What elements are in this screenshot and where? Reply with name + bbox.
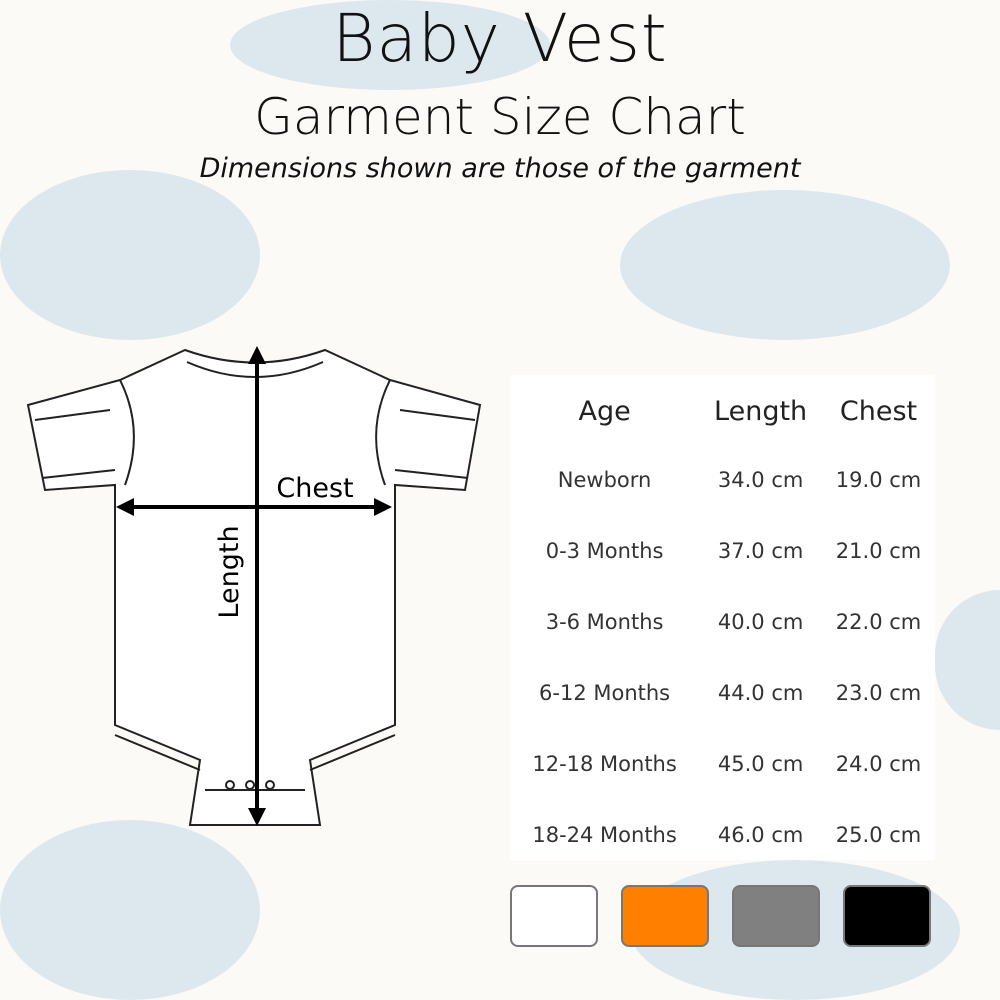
- chest-cell: 21.0 cm: [835, 538, 922, 563]
- chest-cell: 19.0 cm: [835, 467, 922, 492]
- length-cell: 44.0 cm: [717, 680, 804, 705]
- length-cell: 40.0 cm: [717, 609, 804, 634]
- size-table-panel: [510, 375, 935, 860]
- color-swatch-white[interactable]: [510, 885, 598, 947]
- length-cell: 45.0 cm: [717, 751, 804, 776]
- chest-cell: 25.0 cm: [835, 822, 922, 847]
- header-chest: Chest: [839, 395, 918, 427]
- age-cell: 0-3 Months: [545, 538, 664, 563]
- color-swatch-black[interactable]: [843, 885, 931, 947]
- cloud-decoration: [0, 820, 260, 1000]
- size-table: Age Length Chest Newborn 34.0 cm 19.0 cm 0-…: [510, 378, 935, 870]
- age-cell: Newborn: [557, 467, 652, 492]
- length-cell: 37.0 cm: [717, 538, 804, 563]
- color-swatch-grey[interactable]: [732, 885, 820, 947]
- length-cell: 34.0 cm: [717, 467, 804, 492]
- header-age: Age: [578, 395, 631, 427]
- page-title: Baby Vest: [332, 0, 668, 77]
- chest-cell: 22.0 cm: [835, 609, 922, 634]
- age-cell: 6-12 Months: [539, 680, 671, 705]
- table-row: 12-18 Months 45.0 cm 24.0 cm: [510, 728, 935, 799]
- cloud-decoration: [620, 190, 950, 340]
- cloud-decoration: [0, 170, 260, 340]
- age-cell: 18-24 Months: [532, 822, 677, 847]
- table-row: 0-3 Months 37.0 cm 21.0 cm: [510, 515, 935, 586]
- age-cell: 12-18 Months: [532, 751, 677, 776]
- measurement-arrows: [116, 346, 392, 826]
- chest-cell: 24.0 cm: [835, 751, 922, 776]
- length-cell: 46.0 cm: [717, 822, 804, 847]
- header-length: Length: [714, 395, 808, 427]
- table-row: Newborn 34.0 cm 19.0 cm: [510, 444, 935, 515]
- length-label: Length: [214, 525, 245, 618]
- age-cell: 3-6 Months: [545, 609, 664, 634]
- page-subtitle: Garment Size Chart: [254, 88, 746, 146]
- table-row: 6-12 Months 44.0 cm 23.0 cm: [510, 657, 935, 728]
- chest-cell: 23.0 cm: [835, 680, 922, 705]
- cloud-decoration: [230, 0, 550, 90]
- dimensions-note: Dimensions shown are those of the garmen…: [199, 153, 801, 184]
- table-row: 18-24 Months 46.0 cm 25.0 cm: [510, 799, 935, 870]
- table-row: 3-6 Months 40.0 cm 22.0 cm: [510, 586, 935, 657]
- color-swatch-orange[interactable]: [621, 885, 709, 947]
- chest-label: Chest: [276, 473, 353, 504]
